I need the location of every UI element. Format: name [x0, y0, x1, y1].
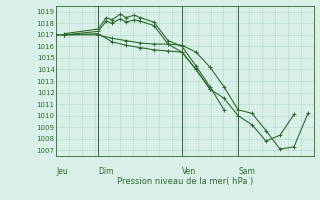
Text: Sam: Sam	[238, 167, 255, 176]
Text: Dim: Dim	[98, 167, 114, 176]
Text: Jeu: Jeu	[56, 167, 68, 176]
X-axis label: Pression niveau de la mer( hPa ): Pression niveau de la mer( hPa )	[117, 177, 253, 186]
Text: Ven: Ven	[182, 167, 196, 176]
